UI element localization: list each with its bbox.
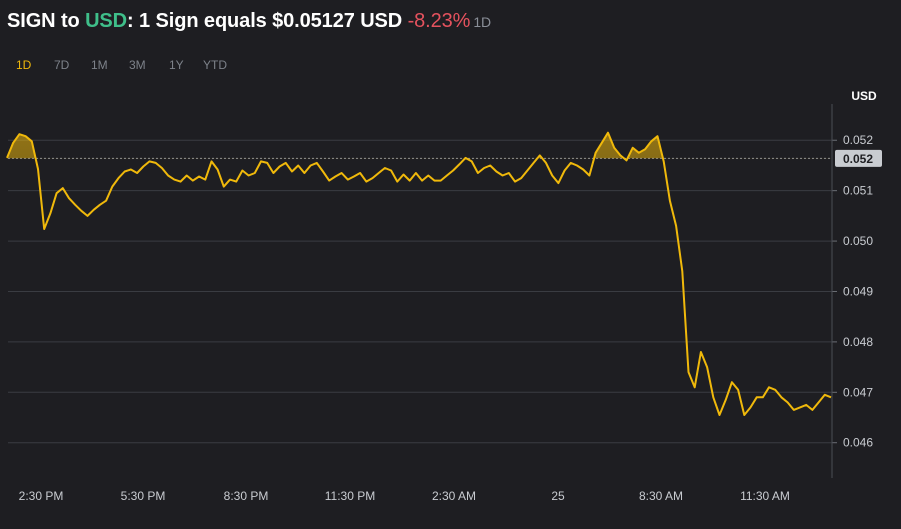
change-period: 1D (473, 14, 492, 30)
range-tab-7d[interactable]: 7D (54, 58, 70, 72)
time-range-selector: 1D 7D 1M 3M 1Y YTD (16, 58, 233, 72)
y-tick-label: 0.050 (843, 234, 873, 248)
y-tick-label: 0.051 (843, 184, 873, 198)
current-price-badge-bg (835, 149, 882, 167)
change-badge: -8.23% (407, 10, 471, 32)
x-tick-label: 8:30 AM (639, 489, 683, 503)
x-tick-label: 11:30 AM (740, 489, 790, 503)
x-tick-label: 2:30 PM (19, 489, 64, 503)
y-axis-unit-label: USD (851, 89, 877, 103)
range-tab-3m[interactable]: 3M (129, 58, 146, 72)
title-to: to (55, 10, 86, 32)
x-tick-label: 25 (551, 489, 565, 503)
y-tick-label: 0.052 (843, 133, 873, 147)
x-tick-label: 8:30 PM (224, 489, 269, 503)
x-tick-label: 5:30 PM (121, 489, 166, 503)
range-tab-1y[interactable]: 1Y (169, 58, 184, 72)
y-tick-label: 0.048 (843, 335, 873, 349)
range-tab-ytd[interactable]: YTD (203, 58, 227, 72)
price-series-line (6, 131, 832, 416)
range-tab-1m[interactable]: 1M (91, 58, 108, 72)
page-title: SIGN to USD: 1 Sign equals $0.05127 USD … (7, 10, 491, 33)
x-tick-label: 2:30 AM (432, 489, 476, 503)
y-tick-label: 0.049 (843, 284, 873, 298)
y-tick-label: 0.047 (843, 385, 873, 399)
range-tab-1d[interactable]: 1D (16, 58, 32, 72)
above-reference-fill (7, 132, 663, 159)
x-axis: 2:30 PM 5:30 PM 8:30 PM 11:30 PM 2:30 AM 25 8:… (19, 489, 790, 503)
base-symbol: SIGN (7, 10, 56, 32)
price-sentence: : 1 Sign equals $0.05127 USD (127, 10, 408, 32)
current-price-badge-label: 0.052 (843, 152, 873, 166)
grid-lines (8, 139, 832, 444)
y-tick-label: 0.046 (843, 436, 873, 450)
x-tick-label: 11:30 PM (325, 489, 375, 503)
current-price-badge: 0.052 (835, 149, 882, 167)
quote-currency-link[interactable]: USD (85, 10, 128, 32)
y-axis: 0.052 0.051 0.050 0.049 0.048 0.047 0.046 (831, 104, 873, 478)
